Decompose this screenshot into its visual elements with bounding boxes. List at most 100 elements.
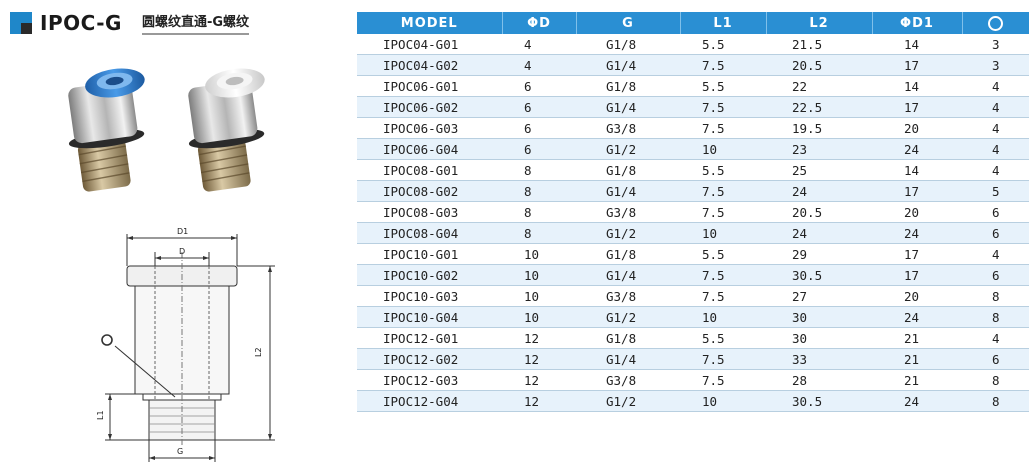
table-cell: 21: [872, 369, 962, 391]
table-cell: IPOC08-G03: [357, 201, 502, 223]
table-cell: 10: [502, 306, 576, 328]
table-cell: 10: [502, 264, 576, 286]
table-cell: 24: [872, 390, 962, 412]
table-cell: 8: [962, 369, 1029, 391]
table-cell: G1/4: [576, 54, 680, 76]
table-cell: 5.5: [680, 34, 766, 55]
table-cell: 20: [872, 117, 962, 139]
table-cell: IPOC06-G04: [357, 138, 502, 160]
table-cell: G1/8: [576, 243, 680, 265]
table-cell: 10: [502, 285, 576, 307]
page-subtitle: 圆螺纹直通-G螺纹: [141, 11, 250, 35]
table-cell: IPOC10-G04: [357, 306, 502, 328]
table-cell: 20: [872, 201, 962, 223]
table-cell: 8: [502, 180, 576, 202]
table-cell: 7.5: [680, 96, 766, 118]
table-cell: 8: [502, 201, 576, 223]
table-cell: 24: [872, 222, 962, 244]
table-cell: 24: [872, 306, 962, 328]
table-cell: 4: [502, 54, 576, 76]
col-header-g: G: [576, 12, 681, 34]
label-g: G: [177, 447, 183, 456]
table-cell: G1/2: [576, 306, 680, 328]
col-header-l1: L1: [680, 12, 767, 34]
table-cell: IPOC10-G02: [357, 264, 502, 286]
label-d1: D1: [177, 227, 188, 236]
table-row: IPOC08-G01 8 G1/8 5.5 25 14 4: [357, 159, 1029, 181]
table-cell: 20.5: [766, 54, 872, 76]
table-cell: 4: [962, 138, 1029, 160]
fitting-white-cap: [188, 68, 265, 192]
label-l1: L1: [96, 410, 105, 420]
table-cell: 6: [502, 96, 576, 118]
table-cell: G1/2: [576, 390, 680, 412]
table-cell: IPOC04-G02: [357, 54, 502, 76]
product-photo: [68, 68, 265, 192]
table-row: IPOC06-G03 6 G3/8 7.5 19.5 20 4: [357, 117, 1029, 139]
table-cell: 8: [962, 285, 1029, 307]
page-title: IPOC-G: [40, 11, 122, 35]
table-cell: 10: [680, 222, 766, 244]
hex-size-icon: [988, 15, 1004, 31]
brand-square-icon: [10, 12, 32, 34]
table-cell: 7.5: [680, 348, 766, 370]
table-cell: 4: [962, 96, 1029, 118]
col-header-hex: [962, 12, 1029, 34]
table-cell: 30.5: [766, 264, 872, 286]
table-row: IPOC10-G04 10 G1/2 10 30 24 8: [357, 306, 1029, 328]
table-cell: 22: [766, 75, 872, 97]
table-cell: IPOC08-G04: [357, 222, 502, 244]
table-header-row: MODEL ΦD G L1 L2 ΦD1: [357, 12, 1029, 34]
table-cell: 4: [962, 243, 1029, 265]
table-row: IPOC06-G04 6 G1/2 10 23 24 4: [357, 138, 1029, 160]
table-cell: 7.5: [680, 264, 766, 286]
table-cell: 33: [766, 348, 872, 370]
col-header-l2: L2: [766, 12, 873, 34]
table-cell: 7.5: [680, 54, 766, 76]
col-header-model: MODEL: [357, 12, 503, 34]
dimension-drawing: D1 D G L2 L1: [96, 227, 275, 462]
table-cell: G1/8: [576, 159, 680, 181]
table-cell: G1/4: [576, 180, 680, 202]
col-header-d1: ΦD1: [872, 12, 963, 34]
table-cell: IPOC08-G02: [357, 180, 502, 202]
table-cell: 28: [766, 369, 872, 391]
table-cell: 12: [502, 390, 576, 412]
table-cell: G1/8: [576, 75, 680, 97]
label-d: D: [179, 247, 185, 256]
table-cell: 6: [962, 348, 1029, 370]
table-cell: G1/8: [576, 34, 680, 55]
table-cell: 25: [766, 159, 872, 181]
table-cell: IPOC12-G04: [357, 390, 502, 412]
table-cell: 8: [962, 306, 1029, 328]
table-cell: 7.5: [680, 369, 766, 391]
table-cell: 5: [962, 180, 1029, 202]
table-cell: 8: [502, 222, 576, 244]
table-cell: 17: [872, 180, 962, 202]
table-cell: G3/8: [576, 201, 680, 223]
table-cell: 29: [766, 243, 872, 265]
table-cell: 27: [766, 285, 872, 307]
table-cell: 20: [872, 285, 962, 307]
table-cell: 6: [502, 75, 576, 97]
table-cell: 4: [962, 327, 1029, 349]
table-row: IPOC12-G01 12 G1/8 5.5 30 21 4: [357, 327, 1029, 349]
table-cell: 7.5: [680, 117, 766, 139]
spec-table: MODEL ΦD G L1 L2 ΦD1 IPOC04-G01 4 G1/8 5.5 2…: [357, 12, 1029, 412]
table-cell: G1/4: [576, 264, 680, 286]
table-cell: IPOC04-G01: [357, 34, 502, 55]
table-cell: 3: [962, 34, 1029, 55]
table-cell: 17: [872, 243, 962, 265]
table-cell: 17: [872, 96, 962, 118]
table-cell: 24: [766, 180, 872, 202]
table-cell: IPOC12-G03: [357, 369, 502, 391]
table-cell: 24: [766, 222, 872, 244]
table-cell: IPOC12-G02: [357, 348, 502, 370]
table-cell: 17: [872, 264, 962, 286]
table-cell: 7.5: [680, 201, 766, 223]
table-row: IPOC10-G02 10 G1/4 7.5 30.5 17 6: [357, 264, 1029, 286]
table-cell: 20.5: [766, 201, 872, 223]
table-row: IPOC04-G01 4 G1/8 5.5 21.5 14 3: [357, 34, 1029, 55]
table-cell: G3/8: [576, 369, 680, 391]
col-header-d: ΦD: [502, 12, 577, 34]
